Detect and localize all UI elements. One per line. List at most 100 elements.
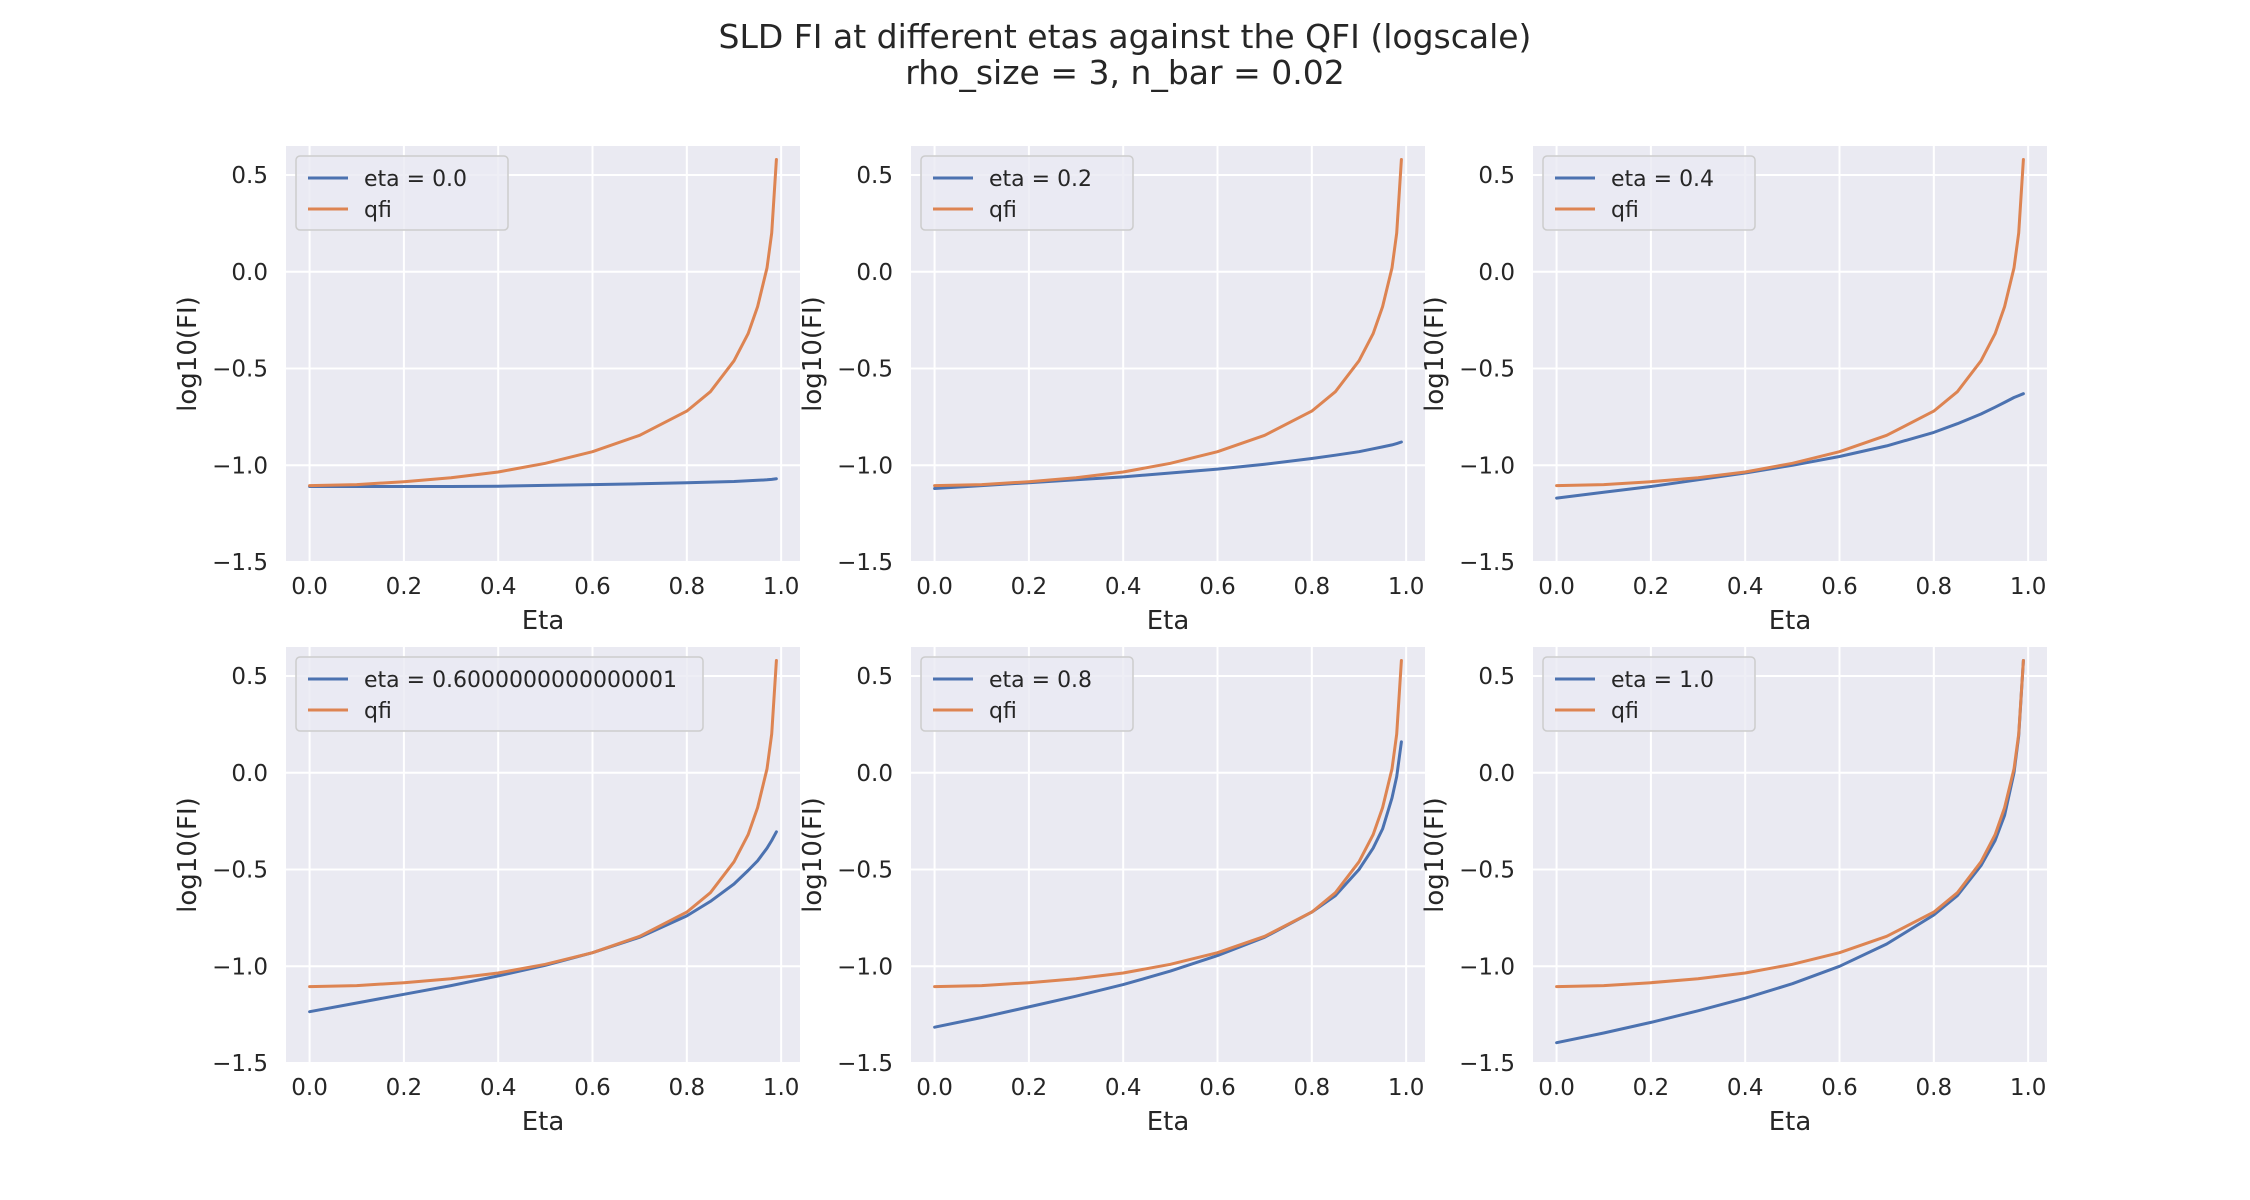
legend: eta = 0.8 qfi: [920, 656, 1134, 732]
y-tick-label: 0.0: [856, 761, 893, 787]
x-tick-label: 0.6: [1821, 574, 1858, 600]
x-tick-label: 0.4: [480, 1075, 517, 1101]
x-tick-label: 0.8: [669, 1075, 706, 1101]
y-axis-label: log10(FI): [798, 797, 828, 913]
x-tick-label: 0.4: [1105, 1075, 1142, 1101]
y-tick-label: −1.5: [1459, 550, 1515, 576]
legend: eta = 1.0 qfi: [1542, 656, 1756, 732]
y-tick-label: −0.5: [1459, 357, 1515, 383]
y-tick-label: −0.5: [1459, 858, 1515, 884]
y-tick-label: 0.0: [856, 260, 893, 286]
x-tick-label: 1.0: [2010, 1075, 2047, 1101]
legend-entry: eta = 0.2: [989, 167, 1092, 192]
y-tick-label: −0.5: [837, 357, 893, 383]
x-tick-label: 0.0: [916, 1075, 953, 1101]
legend-box: [920, 656, 1134, 732]
y-tick-label: −1.5: [1459, 1051, 1515, 1077]
y-axis-label: log10(FI): [798, 296, 828, 412]
qfi-line: [1555, 158, 2025, 488]
y-tick-label: −0.5: [212, 858, 268, 884]
qfi-line: [933, 659, 1403, 989]
x-axis-label: Eta: [1147, 1107, 1190, 1137]
x-axis-label: Eta: [1769, 606, 1812, 636]
subplot-2: 0.0 0.2 0.4 0.6 0.8 1.0 0.5 0.0 −0.5 −1.0 −1.5 Eta l…: [798, 146, 1425, 636]
legend-box: [1542, 155, 1756, 231]
y-tick-label: −0.5: [212, 357, 268, 383]
y-tick-label: 0.5: [1478, 664, 1515, 690]
subplot-6: 0.0 0.2 0.4 0.6 0.8 1.0 0.5 0.0 −0.5 −1.0 −1.5 Eta l…: [1420, 647, 2047, 1137]
y-tick-label: −1.5: [837, 550, 893, 576]
legend: eta = 0.2 qfi: [920, 155, 1134, 231]
y-tick-label: −1.5: [212, 1051, 268, 1077]
legend-entry: qfi: [1611, 699, 1639, 724]
legend-box: [295, 656, 704, 732]
subplot-4: 0.0 0.2 0.4 0.6 0.8 1.0 0.5 0.0 −0.5 −1.0 −1.5 Eta l…: [173, 647, 800, 1137]
x-tick-label: 0.8: [1916, 1075, 1953, 1101]
y-axis-label: log10(FI): [1420, 296, 1450, 412]
x-tick-label: 0.2: [1011, 574, 1048, 600]
x-tick-label: 0.0: [291, 574, 328, 600]
legend-entry: qfi: [989, 198, 1017, 223]
sld-fi-line: [308, 477, 778, 488]
legend-box: [295, 155, 509, 231]
x-tick-label: 1.0: [1388, 574, 1425, 600]
x-tick-label: 0.0: [1538, 574, 1575, 600]
legend: eta = 0.0 qfi: [295, 155, 509, 231]
x-tick-label: 0.0: [291, 1075, 328, 1101]
y-tick-label: −1.0: [212, 453, 268, 479]
y-tick-label: −1.5: [212, 550, 268, 576]
x-axis-label: Eta: [1769, 1107, 1812, 1137]
x-tick-label: 0.4: [480, 574, 517, 600]
x-tick-label: 0.4: [1727, 574, 1764, 600]
x-tick-label: 0.8: [1294, 1075, 1331, 1101]
y-tick-label: −1.0: [837, 453, 893, 479]
x-tick-label: 0.6: [1199, 574, 1236, 600]
y-tick-label: −1.0: [837, 954, 893, 980]
subplot-5: 0.0 0.2 0.4 0.6 0.8 1.0 0.5 0.0 −0.5 −1.0 −1.5 Eta l…: [798, 647, 1425, 1137]
y-tick-label: −1.0: [1459, 453, 1515, 479]
y-tick-label: 0.5: [856, 664, 893, 690]
x-tick-label: 0.6: [1821, 1075, 1858, 1101]
y-tick-label: −0.5: [837, 858, 893, 884]
x-tick-label: 0.4: [1105, 574, 1142, 600]
qfi-line: [308, 659, 778, 989]
x-tick-label: 0.6: [1199, 1075, 1236, 1101]
qfi-line: [933, 158, 1403, 488]
legend-entry: eta = 1.0: [1611, 668, 1714, 693]
legend-box: [1542, 656, 1756, 732]
x-tick-label: 0.2: [386, 574, 423, 600]
qfi-line: [308, 158, 778, 488]
x-tick-label: 0.8: [1294, 574, 1331, 600]
legend: eta = 0.4 qfi: [1542, 155, 1756, 231]
y-axis-label: log10(FI): [173, 296, 203, 412]
legend-entry: eta = 0.0: [364, 167, 467, 192]
y-tick-label: 0.5: [1478, 163, 1515, 189]
y-tick-label: 0.0: [1478, 761, 1515, 787]
x-tick-label: 0.0: [1538, 1075, 1575, 1101]
y-tick-label: 0.0: [231, 761, 268, 787]
x-tick-label: 0.8: [1916, 574, 1953, 600]
legend-entry: eta = 0.6000000000000001: [364, 668, 677, 693]
y-tick-label: 0.0: [231, 260, 268, 286]
y-tick-label: −1.0: [1459, 954, 1515, 980]
x-tick-label: 0.4: [1727, 1075, 1764, 1101]
x-axis-label: Eta: [522, 606, 565, 636]
x-tick-label: 0.2: [1011, 1075, 1048, 1101]
x-tick-label: 1.0: [763, 1075, 800, 1101]
x-axis-label: Eta: [522, 1107, 565, 1137]
figure-subtitle: rho_size = 3, n_bar = 0.02: [905, 53, 1345, 92]
y-axis-label: log10(FI): [173, 797, 203, 913]
subplot-1: 0.0 0.2 0.4 0.6 0.8 1.0 0.5 0.0 −0.5 −1.0 −1.5 Eta l…: [173, 146, 800, 636]
y-tick-label: 0.0: [1478, 260, 1515, 286]
x-tick-label: 0.8: [669, 574, 706, 600]
legend-entry: qfi: [1611, 198, 1639, 223]
x-tick-label: 1.0: [763, 574, 800, 600]
x-tick-label: 0.0: [916, 574, 953, 600]
sld-fi-line: [308, 830, 778, 1014]
x-tick-label: 0.2: [1633, 1075, 1670, 1101]
legend-entry: qfi: [364, 198, 392, 223]
y-tick-label: −1.5: [837, 1051, 893, 1077]
x-tick-label: 0.2: [1633, 574, 1670, 600]
legend-entry: eta = 0.4: [1611, 167, 1714, 192]
